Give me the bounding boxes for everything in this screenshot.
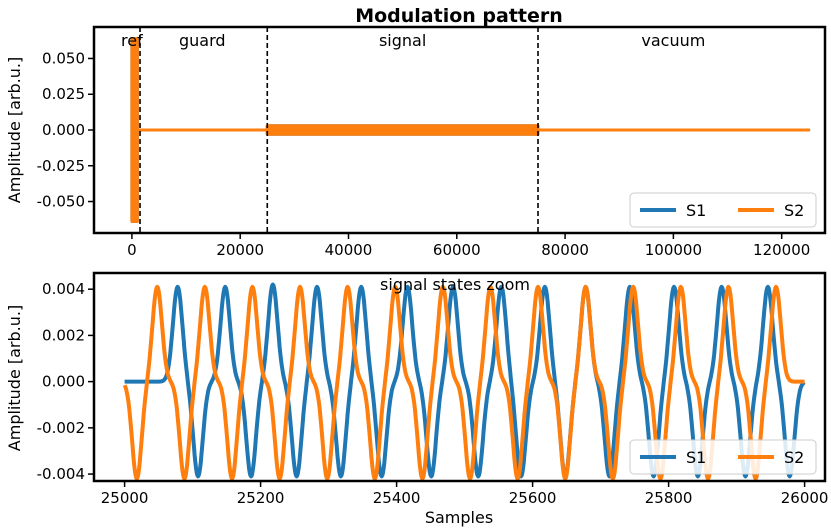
- bottom-x-tick-label: 25400: [373, 489, 421, 507]
- top-x-tick-label: 120000: [753, 241, 810, 259]
- modulation-pattern-panel: Modulation pattern ref guard signal vacuum …: [5, 5, 827, 259]
- top-series-group: [130, 37, 811, 223]
- series-s1-line: [123, 282, 806, 479]
- bottom-y-tick-label: 0.000: [42, 373, 85, 391]
- top-y-tick-label: 0.000: [42, 121, 85, 139]
- bottom-panel-title: signal states zoom: [380, 275, 530, 294]
- bottom-y-ticks: 0.004 0.002 0.000 -0.002 -0.004: [37, 280, 94, 483]
- top-legend-box: [629, 192, 817, 228]
- bottom-legend-label-s1: S1: [686, 448, 706, 467]
- series-s2-line: [122, 284, 806, 481]
- top-x-tick-label: 100000: [645, 241, 702, 259]
- bottom-y-tick-label: -0.004: [37, 465, 85, 483]
- bottom-plot-frame: [92, 271, 827, 483]
- top-legend-label-s1: S1: [686, 201, 706, 220]
- top-x-tick-label: 0: [127, 241, 137, 259]
- bottom-y-tick-label: 0.002: [42, 326, 85, 344]
- region-label-ref: ref: [121, 31, 143, 50]
- bottom-legend-label-s2: S2: [784, 448, 804, 467]
- region-label-vacuum: vacuum: [641, 31, 705, 50]
- top-x-ticks: 0 20000 40000 60000 80000 100000 120000: [127, 233, 810, 259]
- top-legend-label-s2: S2: [784, 201, 804, 220]
- bottom-x-tick-label: 25200: [237, 489, 285, 507]
- bottom-x-tick-label: 26000: [781, 489, 829, 507]
- region-label-guard: guard: [179, 31, 226, 50]
- series-s2-segment: [265, 124, 540, 136]
- signal-zoom-panel: signal states zoom 25000 25200 25400 25600 2…: [5, 271, 829, 527]
- series-s2: [130, 37, 811, 223]
- chart-title: Modulation pattern: [355, 5, 563, 27]
- top-y-tick-label: 0.050: [42, 49, 85, 67]
- bottom-legend: S1 S2: [629, 439, 817, 475]
- region-label-signal: signal: [379, 31, 426, 50]
- bottom-legend-box: [629, 439, 817, 475]
- top-y-tick-label: -0.050: [37, 193, 85, 211]
- top-legend: S1 S2: [629, 192, 817, 228]
- region-labels: ref guard signal vacuum: [121, 31, 705, 50]
- top-x-tick-label: 60000: [433, 241, 481, 259]
- bottom-y-tick-label: 0.004: [42, 280, 85, 298]
- bottom-x-tick-label: 25800: [645, 489, 693, 507]
- bottom-y-tick-label: -0.002: [37, 419, 85, 437]
- bottom-x-tick-label: 25600: [509, 489, 557, 507]
- bottom-y-axis-label: Amplitude [arb.u.]: [5, 305, 24, 451]
- top-y-ticks: 0.050 0.025 0.000 -0.025 -0.050: [37, 49, 94, 211]
- bottom-series-group: [122, 282, 806, 481]
- top-y-tick-label: 0.025: [42, 85, 85, 103]
- series-s2-segment: [130, 37, 139, 223]
- top-y-tick-label: -0.025: [37, 157, 85, 175]
- top-y-axis-label: Amplitude [arb.u.]: [5, 57, 24, 203]
- top-x-tick-label: 40000: [325, 241, 373, 259]
- region-boundaries: [139, 27, 539, 233]
- bottom-x-tick-label: 25000: [101, 489, 149, 507]
- bottom-x-ticks: 25000 25200 25400 25600 25800 26000: [101, 481, 829, 507]
- bottom-x-axis-label: Samples: [425, 508, 493, 527]
- top-x-tick-label: 80000: [541, 241, 589, 259]
- top-x-tick-label: 20000: [216, 241, 264, 259]
